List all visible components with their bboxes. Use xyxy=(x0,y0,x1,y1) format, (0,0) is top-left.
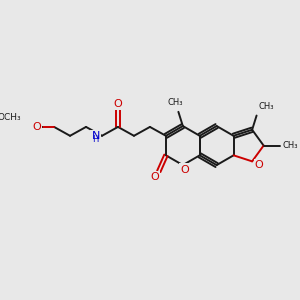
Text: H: H xyxy=(93,135,99,144)
Text: CH₃: CH₃ xyxy=(258,102,274,111)
Text: N: N xyxy=(92,131,100,141)
Text: O: O xyxy=(114,99,122,109)
Text: O: O xyxy=(255,160,264,170)
Text: CH₃: CH₃ xyxy=(168,98,184,107)
Text: OCH₃: OCH₃ xyxy=(0,112,21,122)
Text: O: O xyxy=(180,164,189,175)
Text: O: O xyxy=(150,172,159,182)
Text: CH₃: CH₃ xyxy=(282,141,298,150)
Text: O: O xyxy=(32,122,41,132)
